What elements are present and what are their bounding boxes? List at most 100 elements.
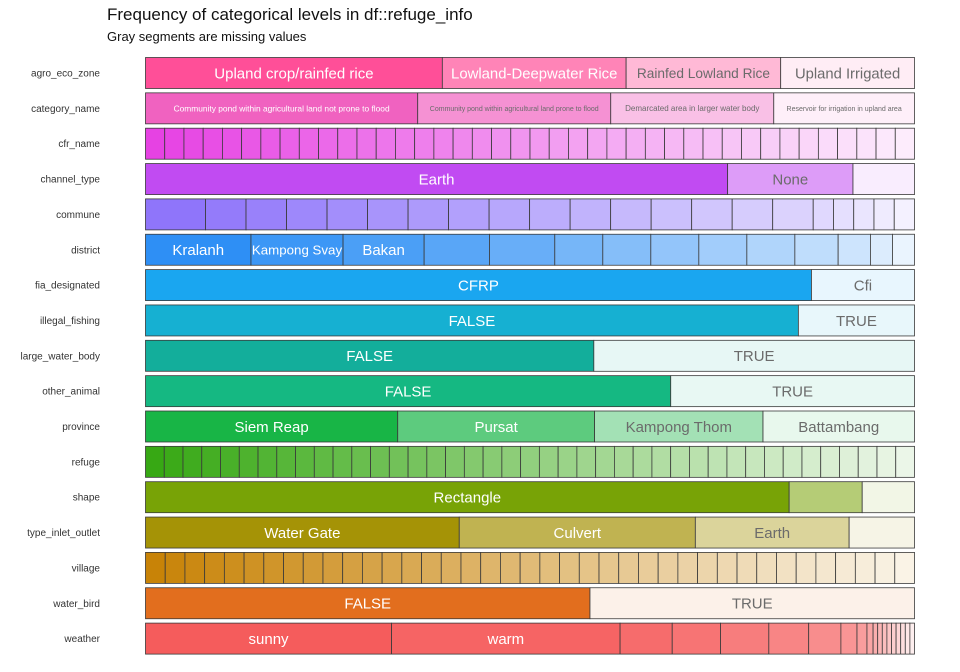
bar-segment bbox=[736, 552, 758, 584]
bar-segment bbox=[407, 445, 428, 478]
bar-segment bbox=[238, 445, 259, 478]
bar-segment bbox=[756, 552, 777, 584]
row-label: agro_eco_zone bbox=[31, 69, 100, 80]
bar-segment bbox=[356, 127, 377, 160]
segment-label: Kampong Svay bbox=[252, 243, 343, 258]
bar-segment bbox=[471, 127, 492, 160]
bar-segment bbox=[145, 92, 419, 125]
row-label: shape bbox=[73, 493, 101, 504]
bar-segment bbox=[145, 163, 729, 195]
bar-segment bbox=[489, 233, 556, 266]
bar-segment bbox=[731, 198, 774, 231]
bar-segment bbox=[145, 304, 799, 337]
bar-segment bbox=[145, 339, 595, 372]
bar-segment bbox=[559, 552, 580, 584]
row-label: category_name bbox=[31, 104, 100, 115]
segment-label: Pursat bbox=[474, 419, 518, 436]
bar-segment bbox=[873, 198, 895, 231]
bar-segment bbox=[745, 445, 765, 478]
segment-label: CFRP bbox=[458, 278, 499, 295]
bar-segment bbox=[318, 127, 339, 160]
segment-label: Earth bbox=[754, 525, 790, 542]
bar-segment bbox=[445, 445, 465, 478]
bar-segment bbox=[721, 127, 742, 160]
bar-segment bbox=[510, 127, 531, 160]
bar-segment bbox=[798, 127, 819, 160]
row-label: province bbox=[62, 422, 100, 433]
segment-label: Rainfed Lowland Rice bbox=[637, 66, 770, 81]
bar-segment bbox=[768, 622, 810, 655]
bar-segment bbox=[491, 127, 512, 160]
bar-segment bbox=[664, 127, 685, 160]
bar-segment bbox=[893, 198, 915, 231]
bar-segment bbox=[853, 198, 875, 231]
bar-segment bbox=[716, 552, 738, 584]
bar-segment bbox=[651, 445, 672, 478]
bar-segment bbox=[482, 445, 503, 478]
bar-segment bbox=[145, 198, 206, 231]
bar-segment bbox=[184, 552, 206, 584]
bar-segment bbox=[183, 127, 204, 160]
bar-segment bbox=[370, 445, 390, 478]
bar-segment bbox=[726, 445, 747, 478]
bar-segment bbox=[145, 552, 166, 584]
row-label: channel_type bbox=[41, 175, 101, 186]
segment-label: Upland Irrigated bbox=[795, 66, 900, 82]
bar-segment bbox=[697, 552, 718, 584]
bar-segment bbox=[595, 445, 615, 478]
bar-segment bbox=[670, 445, 690, 478]
row-label: other_animal bbox=[42, 387, 100, 398]
bar-segment bbox=[650, 198, 693, 231]
bar-segment bbox=[854, 552, 876, 584]
bar-segment bbox=[164, 127, 185, 160]
bar-segment bbox=[837, 233, 871, 266]
row-label: cfr_name bbox=[58, 139, 100, 150]
bar-segment bbox=[221, 127, 243, 160]
bar-segment bbox=[397, 410, 595, 443]
bar-segment bbox=[702, 127, 723, 160]
bar-segment bbox=[529, 127, 550, 160]
bar-segment bbox=[602, 233, 652, 266]
bar-segment bbox=[322, 552, 344, 584]
bar-segment bbox=[145, 481, 790, 514]
bar-segment bbox=[182, 445, 203, 478]
bar-segment bbox=[764, 445, 784, 478]
bar-segment bbox=[286, 198, 328, 231]
bar-segment bbox=[417, 92, 612, 125]
bar-segment bbox=[440, 552, 462, 584]
bar-segment bbox=[670, 375, 915, 408]
bar-segment bbox=[707, 445, 728, 478]
bar-segment bbox=[797, 304, 915, 337]
bar-segment bbox=[886, 622, 892, 655]
bar-segment bbox=[145, 622, 393, 655]
segment-label: Community pond within agricultural land … bbox=[430, 106, 599, 113]
bar-segment bbox=[837, 127, 858, 160]
bar-segment bbox=[351, 445, 371, 478]
bar-segment bbox=[762, 410, 915, 443]
bar-segment bbox=[569, 198, 612, 231]
bar-segment bbox=[391, 622, 621, 655]
bar-segment bbox=[554, 233, 604, 266]
bar-segment bbox=[894, 127, 915, 160]
bar-segment bbox=[145, 127, 166, 160]
segment-label: Reservoir for irrigation in upland area bbox=[787, 106, 902, 113]
bar-segment bbox=[279, 127, 300, 160]
bar-segment bbox=[145, 233, 252, 266]
bar-segment bbox=[245, 198, 287, 231]
bar-segment bbox=[421, 552, 442, 584]
bar-segment bbox=[463, 445, 484, 478]
bar-segment bbox=[298, 127, 319, 160]
bar-segment bbox=[856, 127, 877, 160]
bar-segment bbox=[861, 481, 915, 514]
bar-segment bbox=[694, 516, 850, 549]
bar-segment bbox=[539, 552, 560, 584]
segment-label: Kampong Thom bbox=[626, 419, 732, 436]
bar-segment bbox=[895, 445, 915, 478]
row-label: village bbox=[72, 563, 101, 574]
segment-label: TRUE bbox=[772, 384, 813, 401]
segment-label: None bbox=[772, 171, 808, 188]
segment-label: Lowland-Deepwater Rice bbox=[451, 66, 617, 82]
row-label: weather bbox=[63, 634, 100, 645]
bar-segment bbox=[342, 233, 425, 266]
bar-segment bbox=[812, 198, 834, 231]
